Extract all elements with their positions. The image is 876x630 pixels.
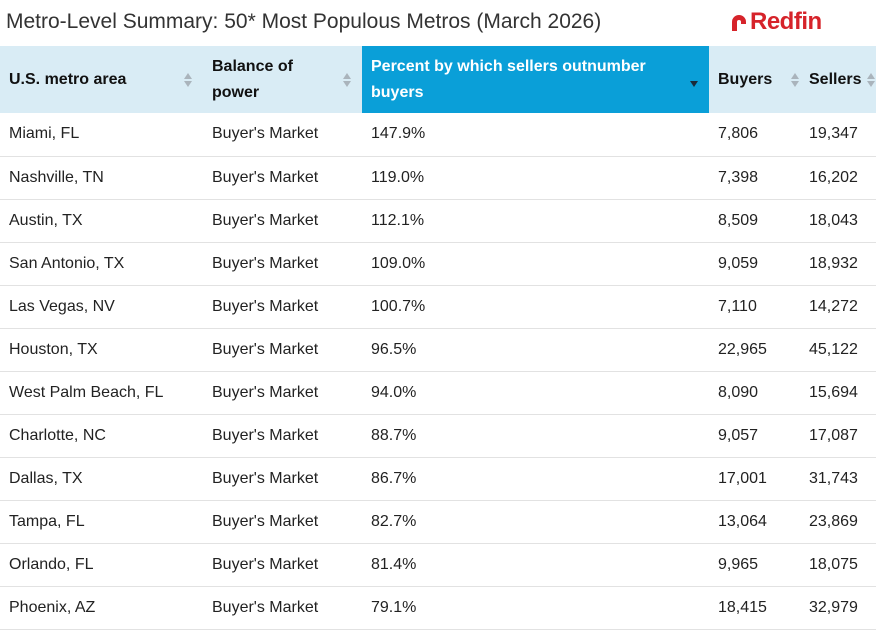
table-cell: 45,122 bbox=[800, 328, 876, 372]
table-row: Austin, TX Buyer's Market 112.1% 8,509 18,04… bbox=[0, 199, 876, 243]
table-cell: 82.7% bbox=[362, 500, 709, 544]
table-cell: Dallas, TX bbox=[0, 457, 203, 501]
title: Metro-Level Summary: 50* Most Populous M… bbox=[6, 10, 602, 33]
sort-icon bbox=[343, 73, 351, 87]
table-cell: 8,509 bbox=[709, 199, 800, 243]
table-cell: 7,398 bbox=[709, 156, 800, 200]
table-row: Nashville, TN Buyer's Market 119.0% 7,398 16… bbox=[0, 156, 876, 200]
table-cell: 94.0% bbox=[362, 371, 709, 415]
table-cell: 13,064 bbox=[709, 500, 800, 544]
table-cell: 17,001 bbox=[709, 457, 800, 501]
table-cell: 7,806 bbox=[709, 113, 800, 157]
table-cell: 9,057 bbox=[709, 414, 800, 458]
table-cell: Austin, TX bbox=[0, 199, 203, 243]
table-cell: 23,869 bbox=[800, 500, 876, 544]
table-cell: 147.9% bbox=[362, 113, 709, 157]
table-cell: 96.5% bbox=[362, 328, 709, 372]
table-cell: Buyer's Market bbox=[203, 457, 362, 501]
table-cell: 31,743 bbox=[800, 457, 876, 501]
table-cell: 81.4% bbox=[362, 543, 709, 587]
table-cell: Buyer's Market bbox=[203, 285, 362, 329]
logo: Redfin bbox=[728, 8, 822, 36]
column-header[interactable]: Balance of power bbox=[203, 46, 362, 113]
column-header[interactable]: U.S. metro area bbox=[0, 46, 203, 113]
table-cell: San Antonio, TX bbox=[0, 242, 203, 286]
table-cell: 119.0% bbox=[362, 156, 709, 200]
table-row: San Antonio, TX Buyer's Market 109.0% 9,059… bbox=[0, 242, 876, 286]
column-header[interactable]: Percent by which sellers outnumber buyer… bbox=[362, 46, 709, 113]
table-cell: 17,087 bbox=[800, 414, 876, 458]
column-header-text: U.S. metro area bbox=[9, 70, 127, 88]
table-cell: 9,059 bbox=[709, 242, 800, 286]
table-cell: Buyer's Market bbox=[203, 586, 362, 630]
header-row: U.S. metro area Balance of power Percent b… bbox=[0, 46, 876, 113]
table-cell: 7,110 bbox=[709, 285, 800, 329]
table-cell: 18,932 bbox=[800, 242, 876, 286]
table-cell: 16,202 bbox=[800, 156, 876, 200]
table-cell: 8,090 bbox=[709, 371, 800, 415]
table-cell: Buyer's Market bbox=[203, 543, 362, 587]
table-body: Miami, FL Buyer's Market 147.9% 7,806 19,347… bbox=[0, 113, 876, 630]
table-cell: Charlotte, NC bbox=[0, 414, 203, 458]
table-cell: 14,272 bbox=[800, 285, 876, 329]
table-cell: 86.7% bbox=[362, 457, 709, 501]
table-cell: 19,347 bbox=[800, 113, 876, 157]
table-cell: Nashville, TN bbox=[0, 156, 203, 200]
table-row: Miami, FL Buyer's Market 147.9% 7,806 19,347 bbox=[0, 113, 876, 157]
table-cell: 15,694 bbox=[800, 371, 876, 415]
table-row: Dallas, TX Buyer's Market 86.7% 17,001 31,74… bbox=[0, 457, 876, 501]
column-header[interactable]: Sellers bbox=[800, 46, 876, 113]
table-cell: 18,415 bbox=[709, 586, 800, 630]
sort-icon bbox=[184, 73, 192, 87]
table-cell: 112.1% bbox=[362, 199, 709, 243]
table-row: Phoenix, AZ Buyer's Market 79.1% 18,415 32,9… bbox=[0, 586, 876, 630]
table-cell: 109.0% bbox=[362, 242, 709, 286]
table-cell: Las Vegas, NV bbox=[0, 285, 203, 329]
table-cell: Buyer's Market bbox=[203, 414, 362, 458]
table-cell: Buyer's Market bbox=[203, 242, 362, 286]
table-cell: 32,979 bbox=[800, 586, 876, 630]
column-header-text: Sellers bbox=[809, 70, 862, 88]
table-row: Houston, TX Buyer's Market 96.5% 22,965 45,1… bbox=[0, 328, 876, 372]
table-row: Charlotte, NC Buyer's Market 88.7% 9,057 17,… bbox=[0, 414, 876, 458]
table-cell: Buyer's Market bbox=[203, 199, 362, 243]
sort-icon bbox=[690, 81, 698, 87]
table-cell: Buyer's Market bbox=[203, 371, 362, 415]
table-row: Las Vegas, NV Buyer's Market 100.7% 7,110 14… bbox=[0, 285, 876, 329]
table-cell: Tampa, FL bbox=[0, 500, 203, 544]
table-cell: Buyer's Market bbox=[203, 156, 362, 200]
column-header-text: Percent by which sellers outnumber buyer… bbox=[371, 57, 646, 101]
header: Metro-Level Summary: 50* Most Populous M… bbox=[0, 0, 876, 46]
table-cell: 88.7% bbox=[362, 414, 709, 458]
column-header-text: Buyers bbox=[718, 70, 773, 88]
table-row: Orlando, FL Buyer's Market 81.4% 9,965 18,07… bbox=[0, 543, 876, 587]
sort-icon bbox=[791, 73, 799, 87]
table-cell: 100.7% bbox=[362, 285, 709, 329]
table-cell: 22,965 bbox=[709, 328, 800, 372]
sort-icon bbox=[867, 73, 875, 87]
logo-text: Redfin bbox=[750, 8, 822, 35]
table-cell: 9,965 bbox=[709, 543, 800, 587]
table-cell: 18,075 bbox=[800, 543, 876, 587]
table-cell: Buyer's Market bbox=[203, 328, 362, 372]
logo-icon bbox=[732, 15, 746, 31]
table-cell: Buyer's Market bbox=[203, 113, 362, 157]
table-cell: 18,043 bbox=[800, 199, 876, 243]
table-cell: Orlando, FL bbox=[0, 543, 203, 587]
table-cell: Houston, TX bbox=[0, 328, 203, 372]
table-cell: 79.1% bbox=[362, 586, 709, 630]
data-table: U.S. metro area Balance of power Percent b… bbox=[0, 46, 876, 630]
table-row: Tampa, FL Buyer's Market 82.7% 13,064 23,869 bbox=[0, 500, 876, 544]
table-cell: Phoenix, AZ bbox=[0, 586, 203, 630]
table-cell: West Palm Beach, FL bbox=[0, 371, 203, 415]
column-header[interactable]: Buyers bbox=[709, 46, 800, 113]
table-row: West Palm Beach, FL Buyer's Market 94.0% 8,… bbox=[0, 371, 876, 415]
table-cell: Buyer's Market bbox=[203, 500, 362, 544]
table-cell: Miami, FL bbox=[0, 113, 203, 157]
column-header-text: Balance of power bbox=[212, 57, 293, 101]
